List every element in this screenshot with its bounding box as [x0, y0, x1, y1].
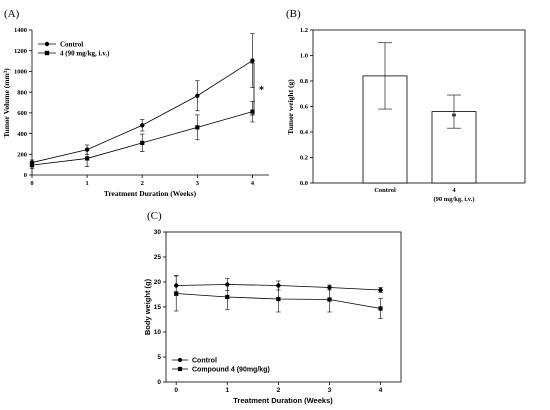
panel-c-y-ticks: 0 5 10 15 20 25 30	[154, 229, 166, 386]
legend-a-control-marker	[44, 41, 50, 47]
panel-a-series-0-point-2-marker	[140, 123, 145, 128]
panel-c-x-tick-label: 1	[225, 387, 229, 394]
panel-c-x-tick-label: 3	[328, 387, 332, 394]
panel-c-series-0-point-2-marker	[276, 283, 281, 288]
panel-a-significance-star: *	[259, 85, 264, 96]
legend-c-control-label: Control	[192, 358, 217, 365]
panel-a-plot	[29, 33, 255, 169]
panel-c-series-0-point-4-marker	[378, 287, 383, 293]
panel-b-category-treated-sublabel: (90 mg/kg, i.v.)	[434, 196, 475, 203]
panel-b-plot	[362, 42, 477, 184]
panel-c-y-tick-label: 0	[157, 379, 161, 386]
panel-c: (C) 0 5 10 15 20 25 30 0 1 2 3 4 Treatment Duratio…	[143, 210, 402, 405]
panel-a-y-tick-label: 0	[24, 172, 27, 179]
panel-a-x-tick-label: 2	[141, 180, 144, 187]
panel-b-y-tick-label: 0.6	[300, 104, 309, 111]
panel-b-y-tick-label: 0.2	[300, 155, 308, 162]
panel-b-y-ticks: 0.0 0.2 0.4 0.6 0.8 1.0 1.2	[300, 27, 313, 187]
panel-b-frame	[312, 29, 526, 184]
panel-a-x-tick-label: 0	[30, 180, 33, 187]
panel-b-y-label: Tumor weight (g)	[286, 79, 295, 135]
panel-b-category-treated: 4	[452, 187, 456, 194]
legend-c-treated-label: Compound 4 (90mg/kg)	[192, 367, 270, 374]
panel-c-x-tick-label: 4	[379, 387, 383, 394]
panel-c-y-label: Body weight (g)	[143, 278, 152, 335]
panel-a-series-0-point-1-marker	[84, 147, 90, 152]
panel-a-y-tick-label: 200	[17, 151, 27, 158]
panel-a-legend: Control 4 (90 mg/kg, i.v.)	[38, 41, 110, 58]
panel-b-y-tick-label: 0.0	[300, 180, 308, 187]
panel-c-series-1-point-2-marker	[276, 296, 281, 302]
panel-c-y-tick-label: 10	[154, 329, 162, 336]
panel-a-x-label: Treatment Duration (Weeks)	[104, 189, 197, 198]
panel-a-y-tick-label: 400	[17, 131, 27, 138]
panel-b: (B) 0.0 0.2 0.4 0.6 0.8 1.0 1.2 Tumor weight (…	[286, 8, 526, 203]
panel-a-x-ticks: 0 1 2 3 4	[30, 175, 255, 187]
panel-c-y-tick-label: 5	[157, 354, 161, 361]
panel-a-y-tick-label: 1000	[14, 69, 27, 76]
panel-c-series-1-point-3-marker	[327, 297, 332, 302]
legend-a-control-label: Control	[60, 41, 83, 49]
panel-b-label: (B)	[286, 8, 301, 20]
panel-a-series-1-point-1-marker	[85, 156, 90, 161]
panel-a-y-label-main: Tumor Volume (mm	[2, 72, 11, 137]
panel-c-x-label: Treatment Duration (Weeks)	[233, 396, 333, 405]
panel-c-y-tick-label: 25	[154, 254, 162, 261]
legend-c-control-marker	[177, 357, 183, 363]
panel-a-y-label: Tumor Volume (mm3)	[2, 68, 11, 138]
panel-a-series-1-point-0-marker	[29, 163, 35, 168]
panel-a-label: (A)	[4, 8, 20, 20]
panel-a-series-0-point-3-marker	[195, 93, 200, 98]
panel-c-label: (C)	[147, 210, 162, 222]
panel-c-y-tick-label: 20	[154, 279, 162, 286]
panel-a-series-1-point-3-marker	[195, 125, 200, 130]
panel-c-series-1-point-4-marker	[378, 306, 383, 311]
panel-a-y-ticks: 0 200 400 600 800 1000 1200 1400	[14, 27, 32, 179]
panel-b-y-tick-label: 0.8	[300, 78, 309, 85]
panel-a-series-1-point-4-marker	[250, 109, 255, 114]
panel-a-y-tick-label: 1400	[14, 27, 27, 34]
legend-a-treated-marker	[44, 50, 50, 56]
panel-a-x-tick-label: 3	[196, 180, 200, 187]
panel-a-series-0-point-4-marker	[250, 58, 255, 63]
legend-a-treated-label: 4 (90 mg/kg, i.v.)	[60, 50, 110, 58]
panel-a-x-tick-label: 1	[85, 180, 88, 187]
panel-a-y-tick-label: 600	[17, 110, 27, 117]
panel-c-y-tick-label: 15	[154, 304, 162, 311]
panel-c-y-tick-label: 30	[154, 229, 162, 236]
panel-a-y-label-exponent: 3	[4, 70, 9, 73]
panel-c-series-1-point-1-marker	[225, 294, 230, 300]
panel-a-x-tick-label: 4	[251, 180, 255, 187]
panel-a-y-tick-label: 800	[17, 89, 27, 96]
panel-b-significance-star: *	[452, 112, 457, 123]
panel-c-legend: Control Compound 4 (90mg/kg)	[172, 358, 270, 374]
panel-c-x-ticks: 0 1 2 3 4	[174, 382, 383, 394]
panel-a: (A) 0 200 400 600 800 1000 1200 1400 0 1 2 3 4 Trea…	[2, 8, 269, 198]
panel-b-y-tick-label: 1.2	[300, 27, 308, 34]
panel-a-y-label-close: )	[2, 68, 11, 71]
panel-c-x-tick-label: 2	[277, 387, 281, 394]
panel-b-y-tick-label: 0.4	[300, 129, 309, 136]
panel-a-series-1-point-2-marker	[140, 140, 145, 145]
panel-a-y-tick-label: 1200	[14, 48, 27, 55]
panel-a-significance-bracket	[250, 62, 255, 116]
panel-c-series-1-point-0-marker	[174, 291, 179, 296]
legend-c-treated-marker	[177, 366, 183, 372]
panel-b-category-control: Control	[374, 187, 396, 194]
panel-c-plot	[174, 275, 383, 319]
panel-c-x-tick-label: 0	[174, 387, 178, 394]
panel-b-y-tick-label: 1.0	[300, 53, 308, 60]
